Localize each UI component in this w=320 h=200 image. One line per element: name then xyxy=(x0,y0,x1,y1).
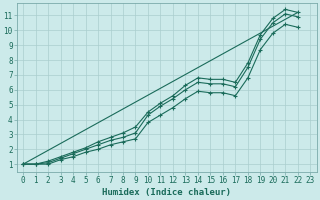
X-axis label: Humidex (Indice chaleur): Humidex (Indice chaleur) xyxy=(102,188,231,197)
